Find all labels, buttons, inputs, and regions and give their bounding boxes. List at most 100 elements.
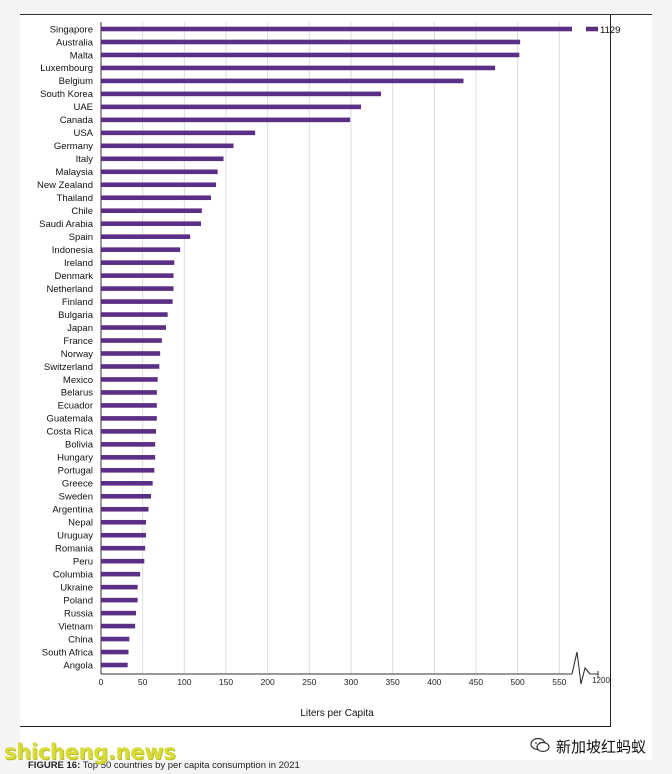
bar <box>101 117 351 123</box>
x-tick-label: 0 <box>99 677 104 687</box>
chart-frame <box>20 15 611 727</box>
bar <box>101 597 138 603</box>
category-label: South Africa <box>42 647 94 658</box>
figure-caption-label: FIGURE 16: <box>28 760 81 771</box>
bar <box>101 221 201 226</box>
document-page <box>20 15 652 760</box>
x-tick-label: 250 <box>302 677 316 687</box>
page-top-rule <box>20 14 652 15</box>
x-tick-label: 350 <box>386 677 400 687</box>
bar <box>101 623 136 629</box>
bar <box>101 403 157 408</box>
category-label: Portugal <box>58 466 93 477</box>
bar <box>101 65 496 71</box>
bar <box>101 26 572 32</box>
bar <box>101 143 234 149</box>
bar <box>101 571 141 577</box>
x-tick-label: 300 <box>344 677 358 687</box>
bar <box>101 169 218 175</box>
category-label: Germany <box>54 141 93 152</box>
x-tick-label: 100 <box>177 677 191 687</box>
bar <box>101 312 168 317</box>
bar <box>101 299 173 304</box>
bar <box>101 416 157 421</box>
category-label: Peru <box>73 556 93 567</box>
x-tick-label-break: 1200 <box>592 676 610 685</box>
category-label: Poland <box>63 595 93 606</box>
category-label: Mexico <box>63 375 93 386</box>
category-label: Saudi Arabia <box>39 219 94 230</box>
bar <box>101 91 381 97</box>
bar <box>101 351 161 356</box>
bar <box>101 286 174 291</box>
bar <box>101 662 128 668</box>
bar <box>101 519 146 525</box>
x-tick-label: 150 <box>219 677 233 687</box>
category-label: Italy <box>76 154 94 165</box>
category-label: Thailand <box>57 193 93 204</box>
category-label: South Korea <box>40 89 94 100</box>
bar <box>101 649 129 655</box>
x-tick-label: 200 <box>261 677 275 687</box>
category-label: Columbia <box>53 569 94 580</box>
category-label: Russia <box>64 608 94 619</box>
category-label: Vietnam <box>58 621 93 632</box>
category-label: Malaysia <box>56 167 94 178</box>
bar <box>101 78 464 84</box>
bar <box>101 338 162 343</box>
category-label: Chile <box>71 206 93 217</box>
bar <box>101 52 520 58</box>
category-label: Ukraine <box>60 582 93 593</box>
category-label: USA <box>73 128 93 139</box>
bar <box>101 636 130 642</box>
bar <box>101 234 191 239</box>
category-label: Luxembourg <box>40 63 93 74</box>
bar <box>101 558 145 564</box>
x-tick-label: 50 <box>138 677 148 687</box>
x-axis-title: Liters per Capita <box>300 708 374 719</box>
category-label: Uruguay <box>57 531 93 542</box>
bar <box>101 195 211 201</box>
bar <box>101 208 202 214</box>
bar <box>101 442 156 447</box>
x-tick-label: 400 <box>427 677 441 687</box>
category-label: Spain <box>69 232 93 243</box>
x-tick-label: 550 <box>552 677 566 687</box>
bar <box>101 273 174 278</box>
category-label: Netherland <box>47 284 93 295</box>
category-label: France <box>63 336 93 347</box>
category-label: Hungary <box>57 453 93 464</box>
x-tick-label: 500 <box>511 677 525 687</box>
bar <box>101 610 136 616</box>
category-label: Bolivia <box>65 440 94 451</box>
category-label: Nepal <box>68 518 93 529</box>
axis-break-mark <box>571 651 591 685</box>
category-label: Angola <box>63 660 93 671</box>
bar-data-label: 1129 <box>600 25 620 36</box>
bar <box>101 104 361 110</box>
category-label: Singapore <box>50 24 93 35</box>
bar <box>101 493 151 499</box>
category-label: Romania <box>55 544 94 555</box>
bar <box>101 506 149 512</box>
wechat-icon <box>530 737 550 753</box>
category-label: Canada <box>60 115 94 126</box>
bar <box>101 532 146 538</box>
site-watermark: shicheng.news <box>4 740 176 764</box>
category-label: Denmark <box>54 271 93 282</box>
bar <box>101 130 256 136</box>
bar <box>101 156 224 162</box>
figure-caption-text: Top 50 countries by per capita consumpti… <box>80 760 300 771</box>
category-label: Guatemala <box>47 414 94 425</box>
category-label: Indonesia <box>52 245 94 256</box>
category-label: Australia <box>56 37 94 48</box>
bar-after-break <box>586 26 598 32</box>
bar <box>101 247 181 252</box>
bar <box>101 364 160 369</box>
bar <box>101 455 156 460</box>
category-label: Ecuador <box>58 401 93 412</box>
category-label: UAE <box>73 102 93 113</box>
category-label: Ireland <box>64 258 93 269</box>
figure-caption: FIGURE 16: Top 50 countries by per capit… <box>28 760 300 771</box>
